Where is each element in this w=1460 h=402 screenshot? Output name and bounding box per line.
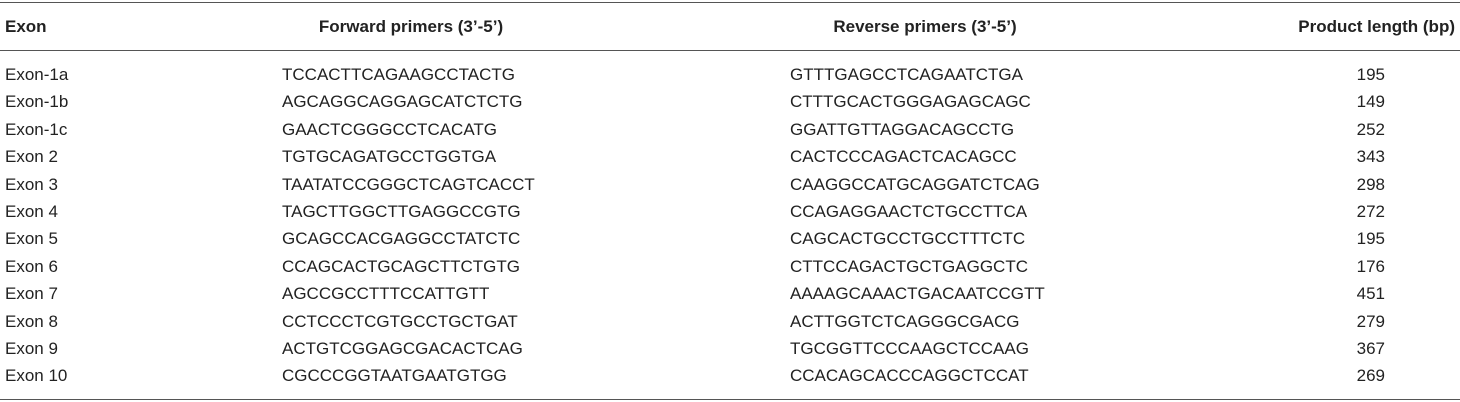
forward-primer-cell: GCAGCCACGAGGCCTATCTC xyxy=(282,229,521,249)
reverse-primer-cell: CACTCCCAGACTCACAGCC xyxy=(790,147,1017,167)
reverse-primer-cell: CAGCACTGCCTGCCTTTCTC xyxy=(790,229,1026,249)
forward-primer-cell: TAGCTTGGCTTGAGGCCGTG xyxy=(282,202,521,221)
reverse-primer-cell: TGCGGTTCCCAAGCTCCAAG xyxy=(790,339,1029,358)
bottom-rule xyxy=(0,399,1460,400)
product-length-cell: 272 xyxy=(1356,202,1385,221)
forward-primer-cell: GAACTCGGGCCTCACATG xyxy=(282,119,498,139)
forward-primer-cell: CGCCCGGTAATGAATGTGG xyxy=(282,366,507,386)
reverse-primer-cell: CTTCCAGACTGCTGAGGCTC xyxy=(790,256,1028,276)
header-cell: Exon xyxy=(5,17,47,36)
forward-primer-cell: AGCCGCCTTTCCATTGTT xyxy=(282,284,490,304)
header-rule xyxy=(0,50,1460,51)
exon-cell: Exon-1a xyxy=(5,65,69,84)
product-length-cell: 343 xyxy=(1356,147,1385,167)
forward-primer-cell: TAATATCCGGGCTCAGTCACCT xyxy=(282,174,535,194)
product-length-cell: 451 xyxy=(1356,284,1385,304)
header-cell: Forward primers (3’-5’) xyxy=(318,17,504,36)
forward-primer-cell: AGCAGGCAGGAGCATCTCTG xyxy=(282,92,523,112)
product-length-cell: 279 xyxy=(1356,311,1385,331)
reverse-primer-cell: AAAAGCAAACTGACAATCCGTT xyxy=(790,284,1045,304)
exon-cell: Exon 2 xyxy=(5,147,58,167)
reverse-primer-cell: CAAGGCCATGCAGGATCTCAG xyxy=(790,174,1040,194)
exon-cell: Exon 4 xyxy=(5,202,58,221)
exon-cell: Exon-1b xyxy=(5,92,69,112)
forward-primer-cell: TGTGCAGATGCCTGGTGA xyxy=(282,147,497,167)
reverse-primer-cell: CCACAGCACCCAGGCTCCAT xyxy=(790,366,1029,386)
forward-primer-cell: TCCACTTCAGAAGCCTACTG xyxy=(282,65,515,84)
reverse-primer-cell: GGATTGTTAGGACAGCCTG xyxy=(790,119,1015,139)
forward-primer-cell: CCTCCCTCGTGCCTGCTGAT xyxy=(282,311,518,331)
product-length-cell: 252 xyxy=(1356,119,1385,139)
product-length-cell: 195 xyxy=(1356,65,1385,84)
product-length-cell: 176 xyxy=(1356,256,1385,276)
exon-cell: Exon-1c xyxy=(5,119,68,139)
exon-cell: Exon 7 xyxy=(5,284,58,304)
forward-primer-cell: ACTGTCGGAGCGACACTCAG xyxy=(282,339,523,358)
header-cell: Product length (bp) xyxy=(1298,17,1455,36)
exon-cell: Exon 3 xyxy=(5,174,58,194)
reverse-primer-cell: GTTTGAGCCTCAGAATCTGA xyxy=(790,65,1023,84)
reverse-primer-cell: ACTTGGTCTCAGGGCGACG xyxy=(790,311,1020,331)
product-length-cell: 298 xyxy=(1356,174,1385,194)
exon-cell: Exon 10 xyxy=(5,366,68,386)
product-length-cell: 367 xyxy=(1356,339,1385,358)
reverse-primer-cell: CTTTGCACTGGGAGAGCAGC xyxy=(790,92,1031,112)
exon-cell: Exon 5 xyxy=(5,229,58,249)
product-length-cell: 195 xyxy=(1356,229,1385,249)
forward-primer-cell: CCAGCACTGCAGCTTCTGTG xyxy=(282,256,520,276)
exon-cell: Exon 8 xyxy=(5,311,58,331)
top-rule xyxy=(0,2,1460,3)
product-length-cell: 269 xyxy=(1356,366,1385,386)
exon-cell: Exon 9 xyxy=(5,339,58,358)
exon-cell: Exon 6 xyxy=(5,256,58,276)
product-length-cell: 149 xyxy=(1356,92,1385,112)
reverse-primer-cell: CCAGAGGAACTCTGCCTTCA xyxy=(790,202,1028,221)
header-cell: Reverse primers (3’-5’) xyxy=(833,17,1017,36)
